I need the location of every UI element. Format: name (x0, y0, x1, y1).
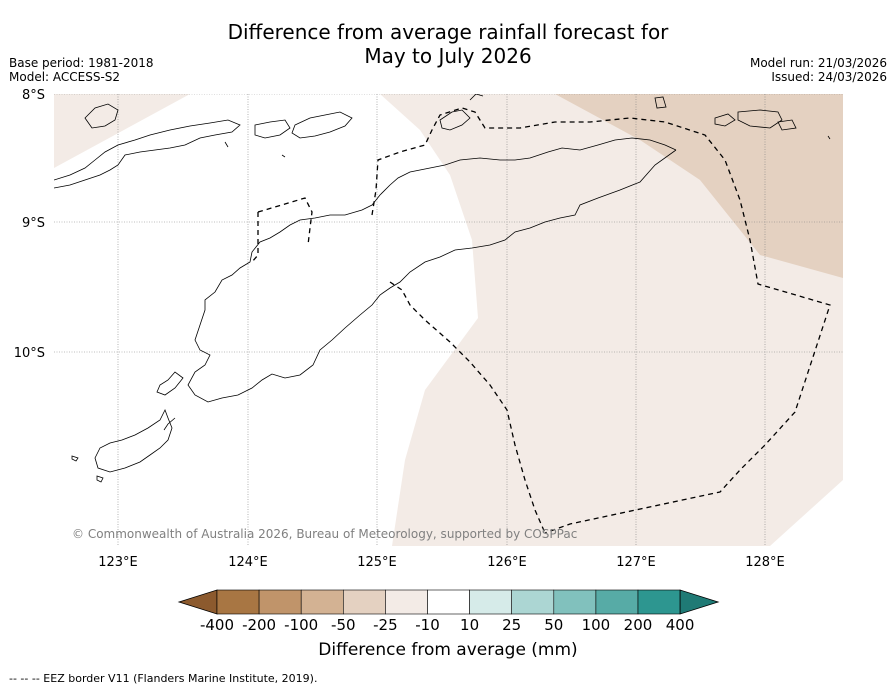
title-line-1: Difference from average rainfall forecas… (227, 20, 669, 44)
colorbar-tick-label: 10 (460, 616, 479, 634)
lon-label-127e: 127°E (616, 555, 656, 570)
colorbar: -400 -200 -100 -50 -25 -10 10 25 50 100 200 400 (177, 589, 720, 634)
colorbar-swatch (553, 589, 597, 615)
colorbar-tick-label: 200 (624, 616, 653, 634)
colorbar-tick-label: 25 (502, 616, 521, 634)
colorbar-swatch (300, 589, 344, 615)
colorbar-swatch (216, 589, 260, 615)
lat-label-8s: 8°S (22, 88, 45, 103)
meta-left: Base period: 1981-2018 Model: ACCESS-S2 (9, 56, 154, 84)
colorbar-tick-label: -200 (242, 616, 276, 634)
colorbar-swatches (177, 589, 720, 615)
lon-label-123e: 123°E (98, 555, 138, 570)
colorbar-swatch (385, 589, 428, 615)
model-run: Model run: 21/03/2026 (749, 56, 887, 70)
issued-date: Issued: 24/03/2026 (771, 70, 887, 84)
colorbar-tick-label: 100 (582, 616, 611, 634)
eez-footnote: -- -- -- EEZ border V11 (Flanders Marine… (9, 672, 318, 685)
colorbar-tick-label: -400 (200, 616, 234, 634)
map-figure: © Commonwealth of Australia 2026, Bureau… (14, 88, 843, 570)
map-area: © Commonwealth of Australia 2026, Bureau… (54, 94, 843, 546)
colorbar-tick-label: 50 (544, 616, 563, 634)
colorbar-swatch (342, 589, 386, 615)
colorbar-extend-low (177, 589, 218, 615)
coastlines (54, 94, 831, 483)
colorbar-tick-label: -100 (284, 616, 318, 634)
colorbar-tick-label: 400 (666, 616, 695, 634)
lat-label-10s: 10°S (14, 346, 45, 361)
rain-anomaly-region-nw (54, 94, 190, 168)
lon-label-125e: 125°E (357, 555, 397, 570)
colorbar-swatch (258, 589, 302, 615)
copyright-notice: © Commonwealth of Australia 2026, Bureau… (72, 527, 577, 541)
colorbar-swatch (469, 589, 513, 615)
colorbar-swatch (595, 589, 639, 615)
lat-label-9s: 9°S (22, 216, 45, 231)
colorbar-extend-high (679, 589, 720, 615)
colorbar-tick-label: -10 (415, 616, 440, 634)
model-name: Model: ACCESS-S2 (9, 70, 121, 84)
title-line-2: May to July 2026 (364, 44, 532, 68)
colorbar-swatch (511, 589, 555, 615)
colorbar-tick-label: -50 (331, 616, 356, 634)
lon-label-124e: 124°E (228, 555, 268, 570)
base-period: Base period: 1981-2018 (9, 56, 154, 70)
meta-right: Model run: 21/03/2026 Issued: 24/03/2026 (750, 56, 887, 84)
rain-anomaly-region-ne (555, 94, 843, 278)
colorbar-tick-labels: -400 -200 -100 -50 -25 -10 10 25 50 100 200 400 (200, 616, 694, 634)
colorbar-swatch (427, 589, 470, 615)
lon-label-128e: 128°E (745, 555, 785, 570)
colorbar-tick-label: -25 (373, 616, 398, 634)
lon-label-126e: 126°E (487, 555, 527, 570)
colorbar-swatch (637, 589, 681, 615)
map-title: Difference from average rainfall forecas… (0, 20, 896, 68)
colorbar-label: Difference from average (mm) (318, 640, 578, 660)
eez-borders (251, 107, 831, 534)
